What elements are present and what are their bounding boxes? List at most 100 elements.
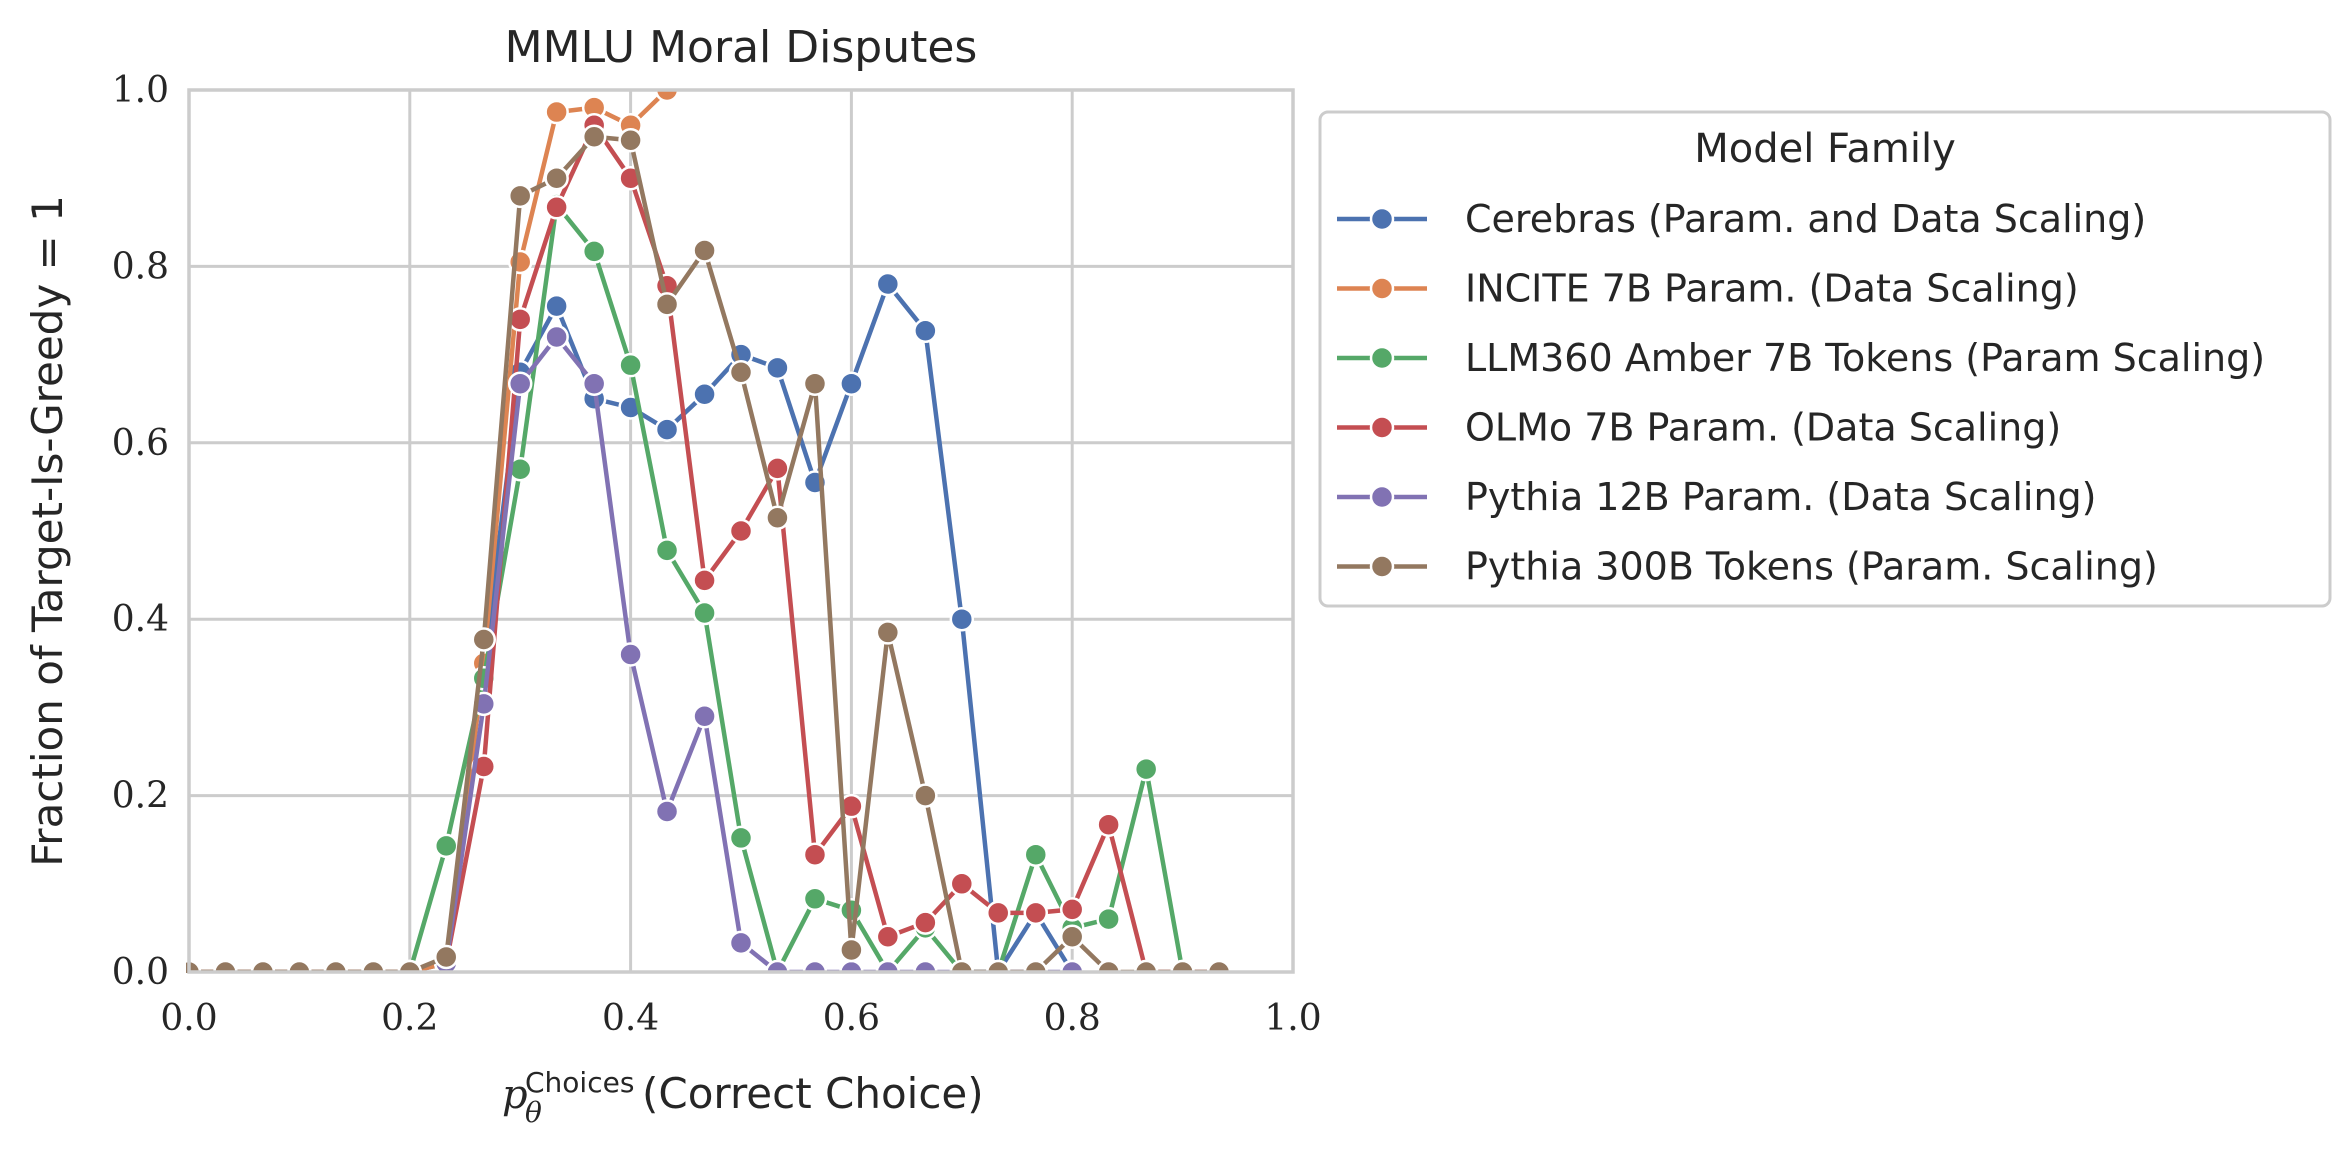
x-tick-label: 1.0 (1264, 998, 1321, 1039)
data-point (692, 382, 717, 407)
y-tick-label: 0.6 (112, 423, 169, 464)
data-point (471, 627, 497, 652)
data-point (839, 937, 864, 963)
data-point (544, 195, 569, 220)
legend-marker (1369, 345, 1395, 371)
legend-item: Pythia 12B Param. (Data Scaling) (1337, 475, 2096, 519)
data-point (1059, 897, 1085, 922)
tick-labels: 0.0 0.2 0.4 0.6 0.8 1.0 0.0 0.2 0.4 0.6 0.8 1.0 (112, 70, 1322, 1039)
data-point (654, 538, 680, 563)
plot-frame (187, 88, 1295, 974)
data-point (728, 825, 754, 851)
data-point (1023, 842, 1049, 867)
data-point (581, 124, 607, 149)
data-point (913, 910, 938, 935)
x-axis-label-sub: θ (525, 1096, 542, 1129)
legend-label: OLMo 7B Param. (Data Scaling) (1465, 406, 2061, 450)
data-point (507, 371, 533, 396)
data-point (433, 833, 459, 859)
y-tick-label: 0.8 (112, 246, 169, 287)
legend-marker (1369, 276, 1395, 301)
legend-items: Cerebras (Param. and Data Scaling) INCITE… (1337, 197, 2265, 589)
legend-label: LLM360 Amber 7B Tokens (Param Scaling) (1465, 336, 2265, 380)
legend-label: Cerebras (Param. and Data Scaling) (1465, 197, 2146, 241)
data-point (692, 703, 717, 729)
data-point (728, 359, 754, 385)
data-point (544, 293, 569, 319)
data-point (985, 900, 1011, 926)
chart-title: MMLU Moral Disputes (505, 22, 978, 73)
legend-marker (1369, 206, 1395, 232)
legend-item: Cerebras (Param. and Data Scaling) (1337, 197, 2146, 241)
legend-item: OLMo 7B Param. (Data Scaling) (1337, 406, 2061, 450)
data-point (875, 620, 901, 645)
data-point (1023, 900, 1049, 926)
x-axis-label-math: p (502, 1072, 528, 1118)
legend: Model Family Cerebras (Param. and Data S… (1318, 110, 2332, 608)
data-point (544, 99, 569, 125)
y-tick-label: 0.2 (112, 776, 169, 817)
legend-item: INCITE 7B Param. (Data Scaling) (1337, 267, 2079, 311)
x-axis-label: p θ Choices (Correct Choice) (502, 1066, 984, 1129)
data-point (802, 371, 828, 396)
data-point (949, 606, 975, 632)
data-point (544, 165, 569, 191)
x-axis-label-sup: Choices (525, 1066, 634, 1099)
x-tick-label: 0.8 (1044, 998, 1101, 1039)
data-point (692, 568, 717, 593)
data-point (1096, 812, 1121, 837)
data-point (875, 924, 901, 949)
data-point (728, 518, 754, 544)
data-point (875, 271, 901, 297)
data-point (544, 324, 569, 350)
legend-title: Model Family (1694, 126, 1956, 172)
legend-box (1318, 110, 2332, 608)
data-point (802, 842, 828, 867)
data-point (839, 371, 864, 396)
x-tick-label: 0.2 (381, 998, 438, 1039)
y-tick-label: 0.0 (112, 952, 169, 993)
series-5 (433, 324, 1085, 973)
data-point (802, 886, 828, 912)
data-point (654, 292, 680, 317)
data-point (507, 183, 533, 209)
series-lines (186, 89, 1232, 973)
series-2 (186, 89, 680, 973)
data-point (913, 783, 938, 808)
series-line (189, 89, 669, 973)
x-axis-label-text: (Correct Choice) (642, 1069, 984, 1118)
data-point (1096, 906, 1121, 932)
legend-label: Pythia 12B Param. (Data Scaling) (1465, 475, 2096, 519)
data-point (765, 456, 790, 481)
legend-marker (1369, 415, 1395, 440)
data-point (1059, 924, 1085, 949)
legend-item: Pythia 300B Tokens (Param. Scaling) (1337, 545, 2158, 589)
data-point (728, 930, 754, 956)
data-point (618, 642, 643, 667)
series-line (443, 334, 1073, 973)
data-point (1133, 756, 1159, 782)
series-line (407, 202, 1185, 973)
data-point (949, 871, 975, 897)
data-point (654, 417, 680, 442)
data-point (765, 505, 790, 531)
legend-label: Pythia 300B Tokens (Param. Scaling) (1465, 545, 2158, 589)
data-point (581, 239, 607, 264)
data-point (618, 128, 643, 153)
y-tick-label: 1.0 (112, 70, 169, 111)
legend-marker (1369, 484, 1395, 510)
x-tick-label: 0.6 (823, 998, 880, 1039)
data-point (654, 799, 680, 824)
data-point (692, 600, 717, 626)
y-tick-label: 0.4 (112, 599, 169, 640)
data-point (765, 355, 790, 381)
x-tick-label: 0.4 (602, 998, 659, 1039)
legend-marker (1369, 554, 1395, 579)
series-4 (433, 113, 1232, 973)
data-point (581, 371, 607, 396)
legend-item: LLM360 Amber 7B Tokens (Param Scaling) (1337, 336, 2265, 380)
y-axis-label: Fraction of Target-Is-Greedy = 1 (23, 195, 72, 867)
legend-label: INCITE 7B Param. (Data Scaling) (1465, 267, 2079, 311)
x-tick-label: 0.0 (160, 998, 217, 1039)
